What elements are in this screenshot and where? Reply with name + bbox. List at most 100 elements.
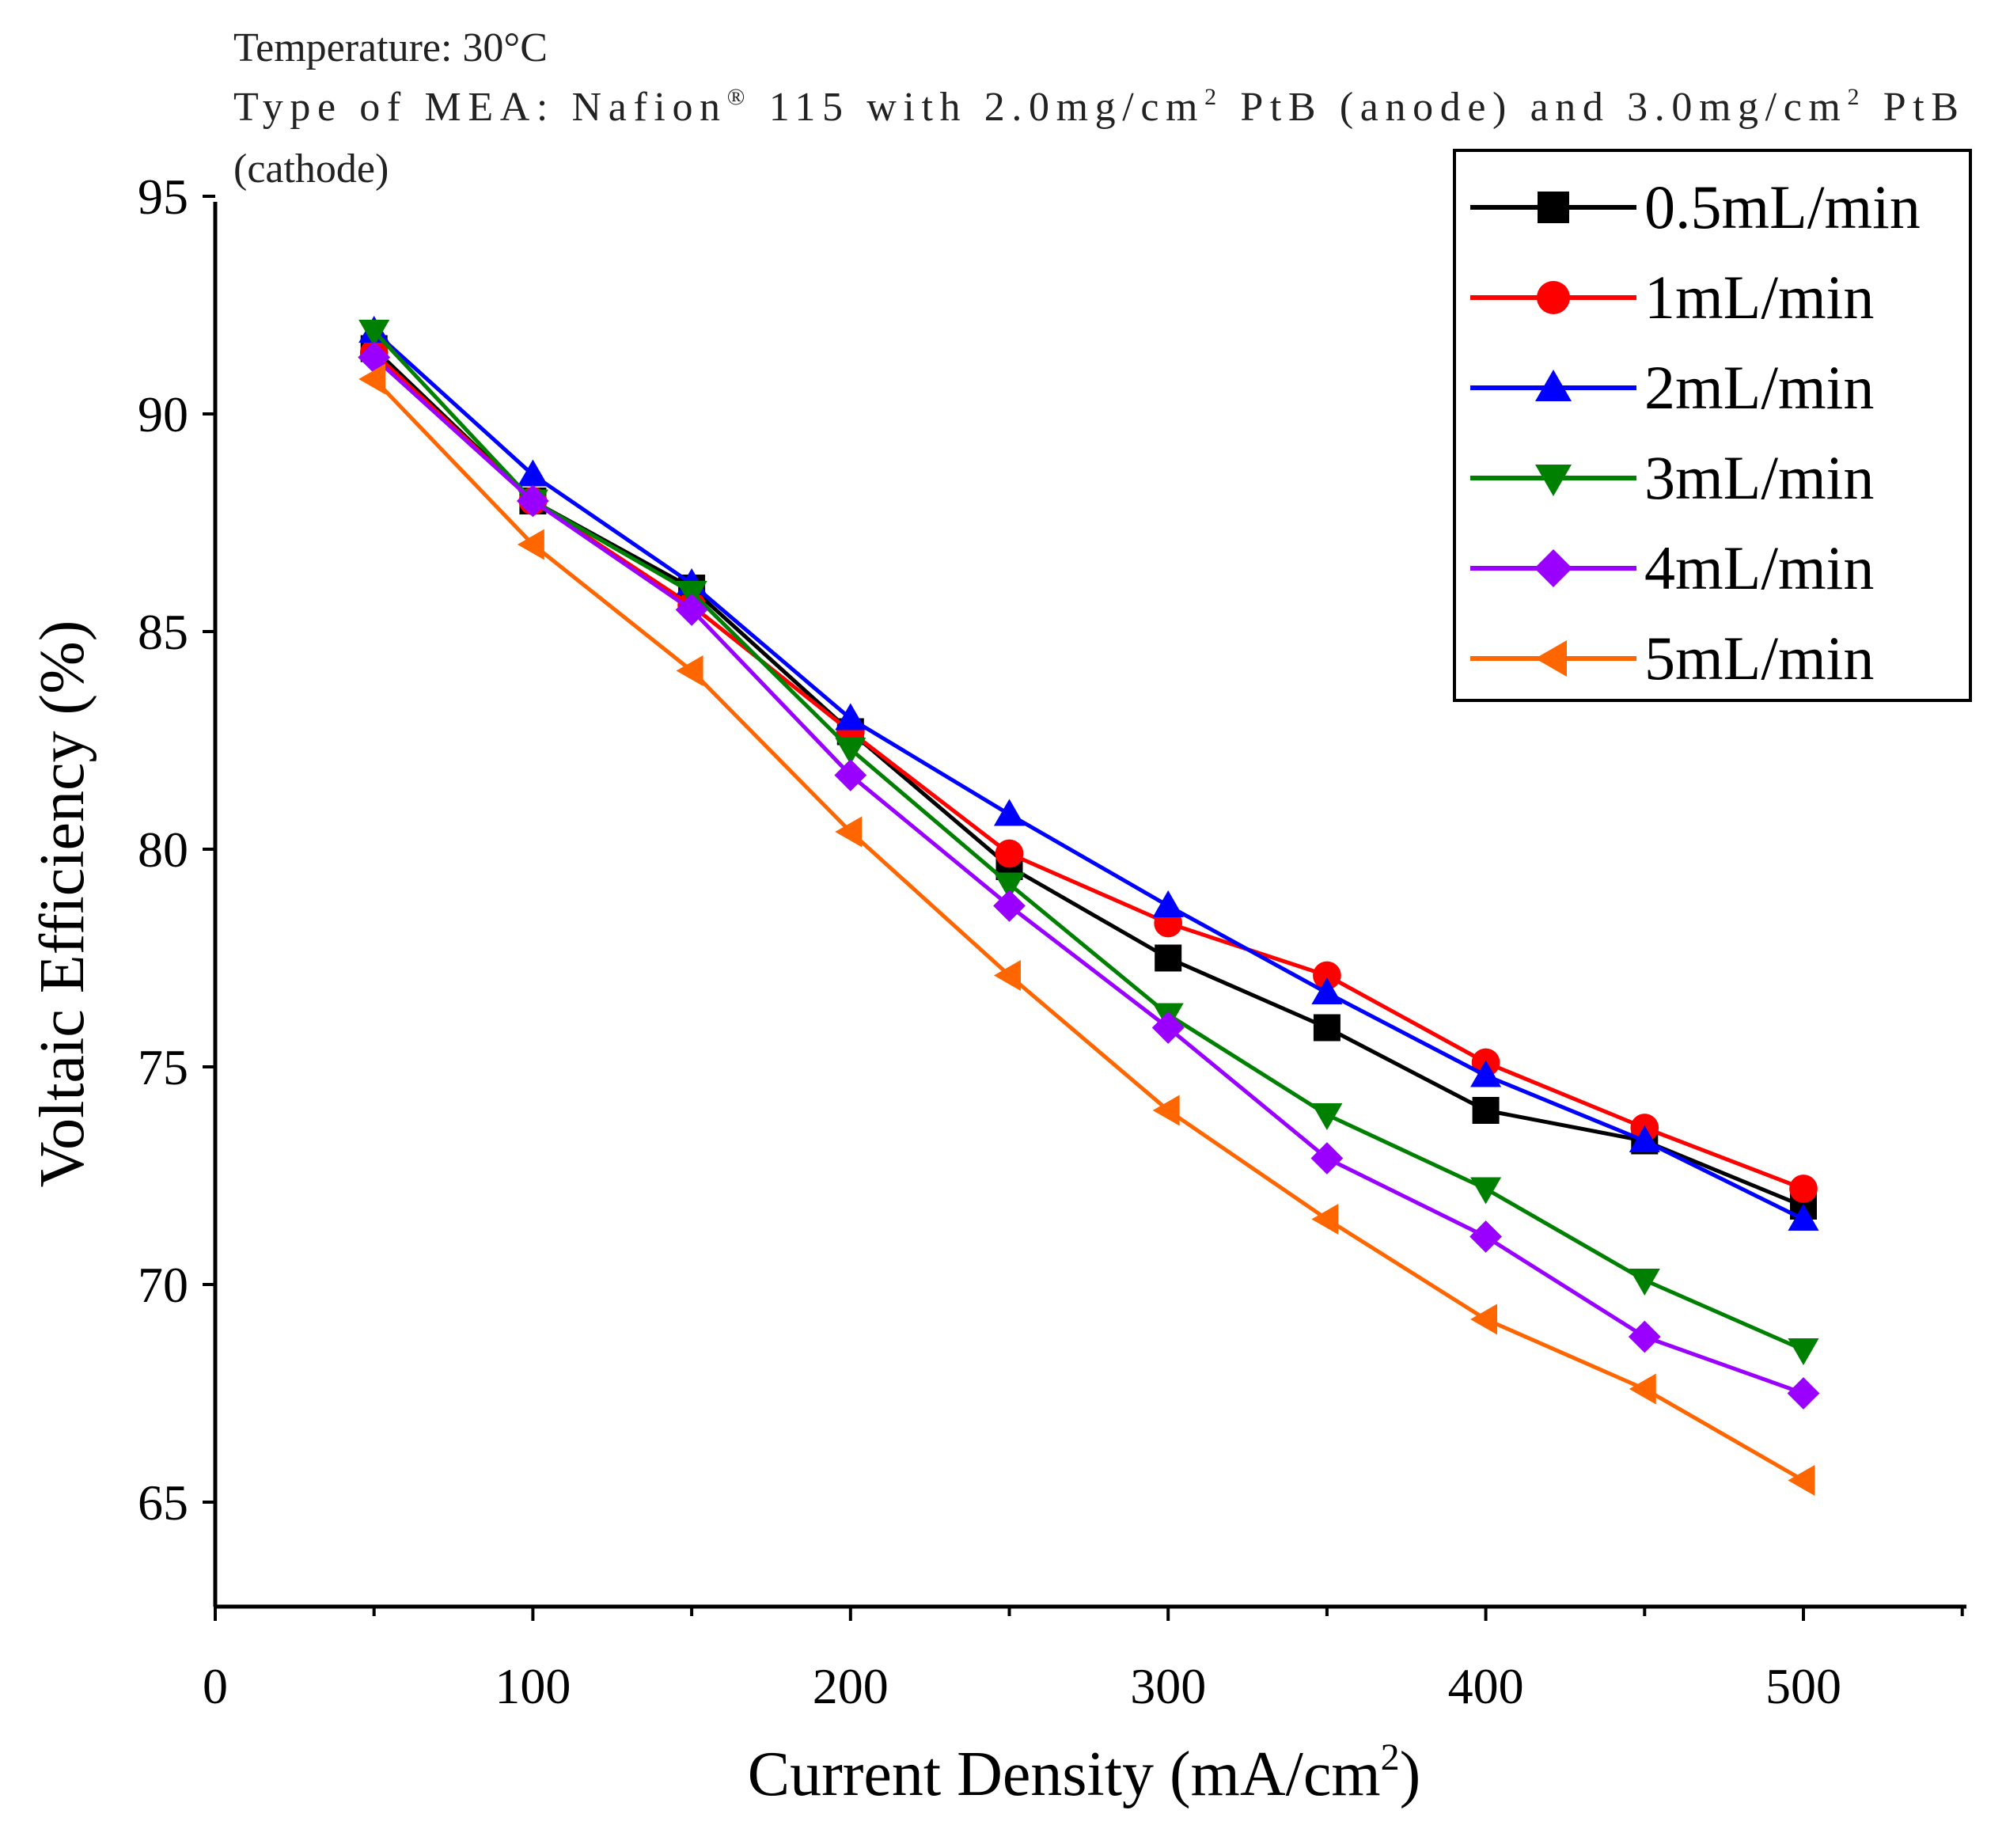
axes bbox=[213, 202, 1966, 1609]
point-3mL/min-200 bbox=[835, 738, 866, 765]
series-line-5mL/min bbox=[372, 378, 1805, 1482]
point-2mL/min-500 bbox=[1788, 1203, 1819, 1231]
legend-items: 0.5mL/min 1mL/min 2mL/min 3mL/min 4mL/min 5mL… bbox=[1470, 173, 1921, 693]
series-line-2mL/min bbox=[373, 329, 1805, 1221]
legend-marker-5mL/min bbox=[1535, 640, 1567, 677]
point-4mL/min-50 bbox=[358, 341, 391, 374]
point-5mL/min-100 bbox=[517, 529, 544, 560]
legend-label-3mL/min: 3mL/min bbox=[1644, 443, 1874, 512]
legend: 0.5mL/min 1mL/min 2mL/min 3mL/min 4mL/min 5mL… bbox=[1453, 149, 1972, 702]
mea-text-mid2: PtB (anode) and 3.0mg/cm bbox=[1223, 85, 1841, 130]
point-4mL/min-150 bbox=[675, 594, 708, 626]
point-4mL/min-450 bbox=[1628, 1320, 1661, 1353]
point-5mL/min-450 bbox=[1629, 1373, 1656, 1405]
point-3mL/min-400 bbox=[1470, 1177, 1502, 1205]
x-axis-label-sup: 2 bbox=[1381, 1736, 1400, 1778]
point-2mL/min-200 bbox=[835, 703, 866, 730]
point-4mL/min-350 bbox=[1310, 1142, 1344, 1174]
series-line-4mL/min bbox=[373, 355, 1804, 1395]
point-4mL/min-250 bbox=[993, 890, 1026, 922]
point-2mL/min-450 bbox=[1629, 1125, 1660, 1152]
mea-text-start: Type of MEA: Nafion bbox=[233, 85, 720, 130]
x-tick-label-100: 100 bbox=[495, 1658, 571, 1714]
y-ticks: 65 70 75 80 85 90 95 bbox=[138, 169, 215, 1531]
legend-item-1mL/min: 1mL/min bbox=[1470, 263, 1874, 332]
y-tick-label-95: 95 bbox=[138, 169, 188, 225]
mea-text-mid1: 115 with 2.0mg/cm bbox=[752, 85, 1197, 130]
legend-box bbox=[1453, 149, 1972, 702]
x-tick-label-200: 200 bbox=[813, 1658, 889, 1714]
series-line-3mL/min bbox=[372, 329, 1805, 1352]
y-tick-label-65: 65 bbox=[138, 1474, 188, 1531]
x-ticks: 0 100 200 300 400 500 bbox=[203, 1607, 1964, 1714]
legend-item-0.5mL/min: 0.5mL/min bbox=[1470, 173, 1921, 241]
legend-marker-4mL/min bbox=[1534, 549, 1572, 587]
legend-item-2mL/min: 2mL/min bbox=[1470, 353, 1874, 422]
point-4mL/min-300 bbox=[1151, 1011, 1185, 1044]
point-1mL/min-500 bbox=[1789, 1174, 1818, 1203]
mea-sup2: 2 bbox=[1847, 84, 1859, 110]
legend-item-4mL/min: 4mL/min bbox=[1470, 533, 1874, 602]
point-2mL/min-350 bbox=[1311, 977, 1343, 1004]
legend-marker-3mL/min bbox=[1535, 465, 1572, 496]
point-0.5mL/min-350 bbox=[1313, 1014, 1340, 1042]
x-tick-label-300: 300 bbox=[1130, 1658, 1206, 1714]
point-5mL/min-150 bbox=[676, 655, 703, 687]
point-2mL/min-300 bbox=[1152, 890, 1184, 917]
point-2mL/min-400 bbox=[1470, 1060, 1502, 1087]
x-axis-label-end: ) bbox=[1400, 1740, 1421, 1809]
y-axis-label: Voltaic Efficiency (%) bbox=[28, 620, 97, 1188]
point-4mL/min-100 bbox=[517, 484, 549, 518]
point-1mL/min-350 bbox=[1313, 961, 1341, 990]
mea-annotation-line2: (cathode) bbox=[233, 146, 389, 192]
y-tick-label-90: 90 bbox=[138, 386, 188, 442]
legend-label-0.5mL/min: 0.5mL/min bbox=[1644, 173, 1921, 241]
x-tick-label-400: 400 bbox=[1448, 1658, 1524, 1714]
series-5mL/min bbox=[358, 363, 1815, 1497]
y-tick-label-80: 80 bbox=[138, 822, 188, 878]
point-5mL/min-400 bbox=[1470, 1303, 1498, 1335]
series-2mL/min bbox=[358, 315, 1819, 1231]
legend-marker-1mL/min bbox=[1537, 281, 1570, 314]
point-5mL/min-200 bbox=[835, 816, 863, 848]
point-5mL/min-300 bbox=[1152, 1095, 1180, 1126]
y-tick-label-75: 75 bbox=[138, 1039, 188, 1095]
series-layer bbox=[358, 315, 1820, 1497]
point-1mL/min-250 bbox=[995, 839, 1024, 868]
y-tick-label-85: 85 bbox=[138, 604, 188, 660]
point-5mL/min-500 bbox=[1788, 1464, 1815, 1497]
x-tick-label-500: 500 bbox=[1765, 1658, 1841, 1714]
legend-label-5mL/min: 5mL/min bbox=[1644, 624, 1874, 693]
point-4mL/min-500 bbox=[1787, 1377, 1820, 1410]
mea-annotation: Type of MEA: Nafion ® 115 with 2.0mg/cm 2 … bbox=[233, 84, 1959, 130]
legend-item-5mL/min: 5mL/min bbox=[1470, 624, 1874, 693]
temperature-annotation: Temperature: 30°C bbox=[233, 25, 548, 70]
point-5mL/min-50 bbox=[358, 363, 386, 395]
legend-item-3mL/min: 3mL/min bbox=[1470, 443, 1874, 512]
point-3mL/min-500 bbox=[1788, 1338, 1819, 1366]
legend-label-2mL/min: 2mL/min bbox=[1644, 353, 1874, 422]
x-axis-label-main: Current Density (mA/cm bbox=[748, 1740, 1381, 1809]
point-0.5mL/min-400 bbox=[1472, 1097, 1500, 1124]
legend-marker-0.5mL/min bbox=[1538, 192, 1569, 223]
point-4mL/min-200 bbox=[834, 759, 867, 791]
mea-sup1: 2 bbox=[1204, 84, 1216, 110]
x-axis-label: Current Density (mA/cm2) bbox=[748, 1736, 1420, 1809]
legend-label-1mL/min: 1mL/min bbox=[1644, 263, 1874, 332]
point-5mL/min-350 bbox=[1311, 1203, 1339, 1235]
point-3mL/min-450 bbox=[1629, 1269, 1660, 1296]
legend-marker-2mL/min bbox=[1535, 370, 1572, 401]
point-2mL/min-250 bbox=[993, 799, 1026, 826]
series-4mL/min bbox=[358, 341, 1820, 1410]
point-4mL/min-400 bbox=[1469, 1220, 1502, 1253]
mea-reg-mark: ® bbox=[727, 84, 745, 110]
x-tick-label-0: 0 bbox=[203, 1658, 228, 1714]
y-tick-label-70: 70 bbox=[138, 1257, 188, 1313]
point-5mL/min-250 bbox=[993, 959, 1021, 992]
mea-text-end: PtB bbox=[1866, 85, 1959, 130]
point-3mL/min-350 bbox=[1311, 1103, 1343, 1131]
point-0.5mL/min-300 bbox=[1155, 944, 1182, 972]
point-3mL/min-50 bbox=[358, 320, 390, 347]
point-2mL/min-100 bbox=[517, 459, 548, 487]
